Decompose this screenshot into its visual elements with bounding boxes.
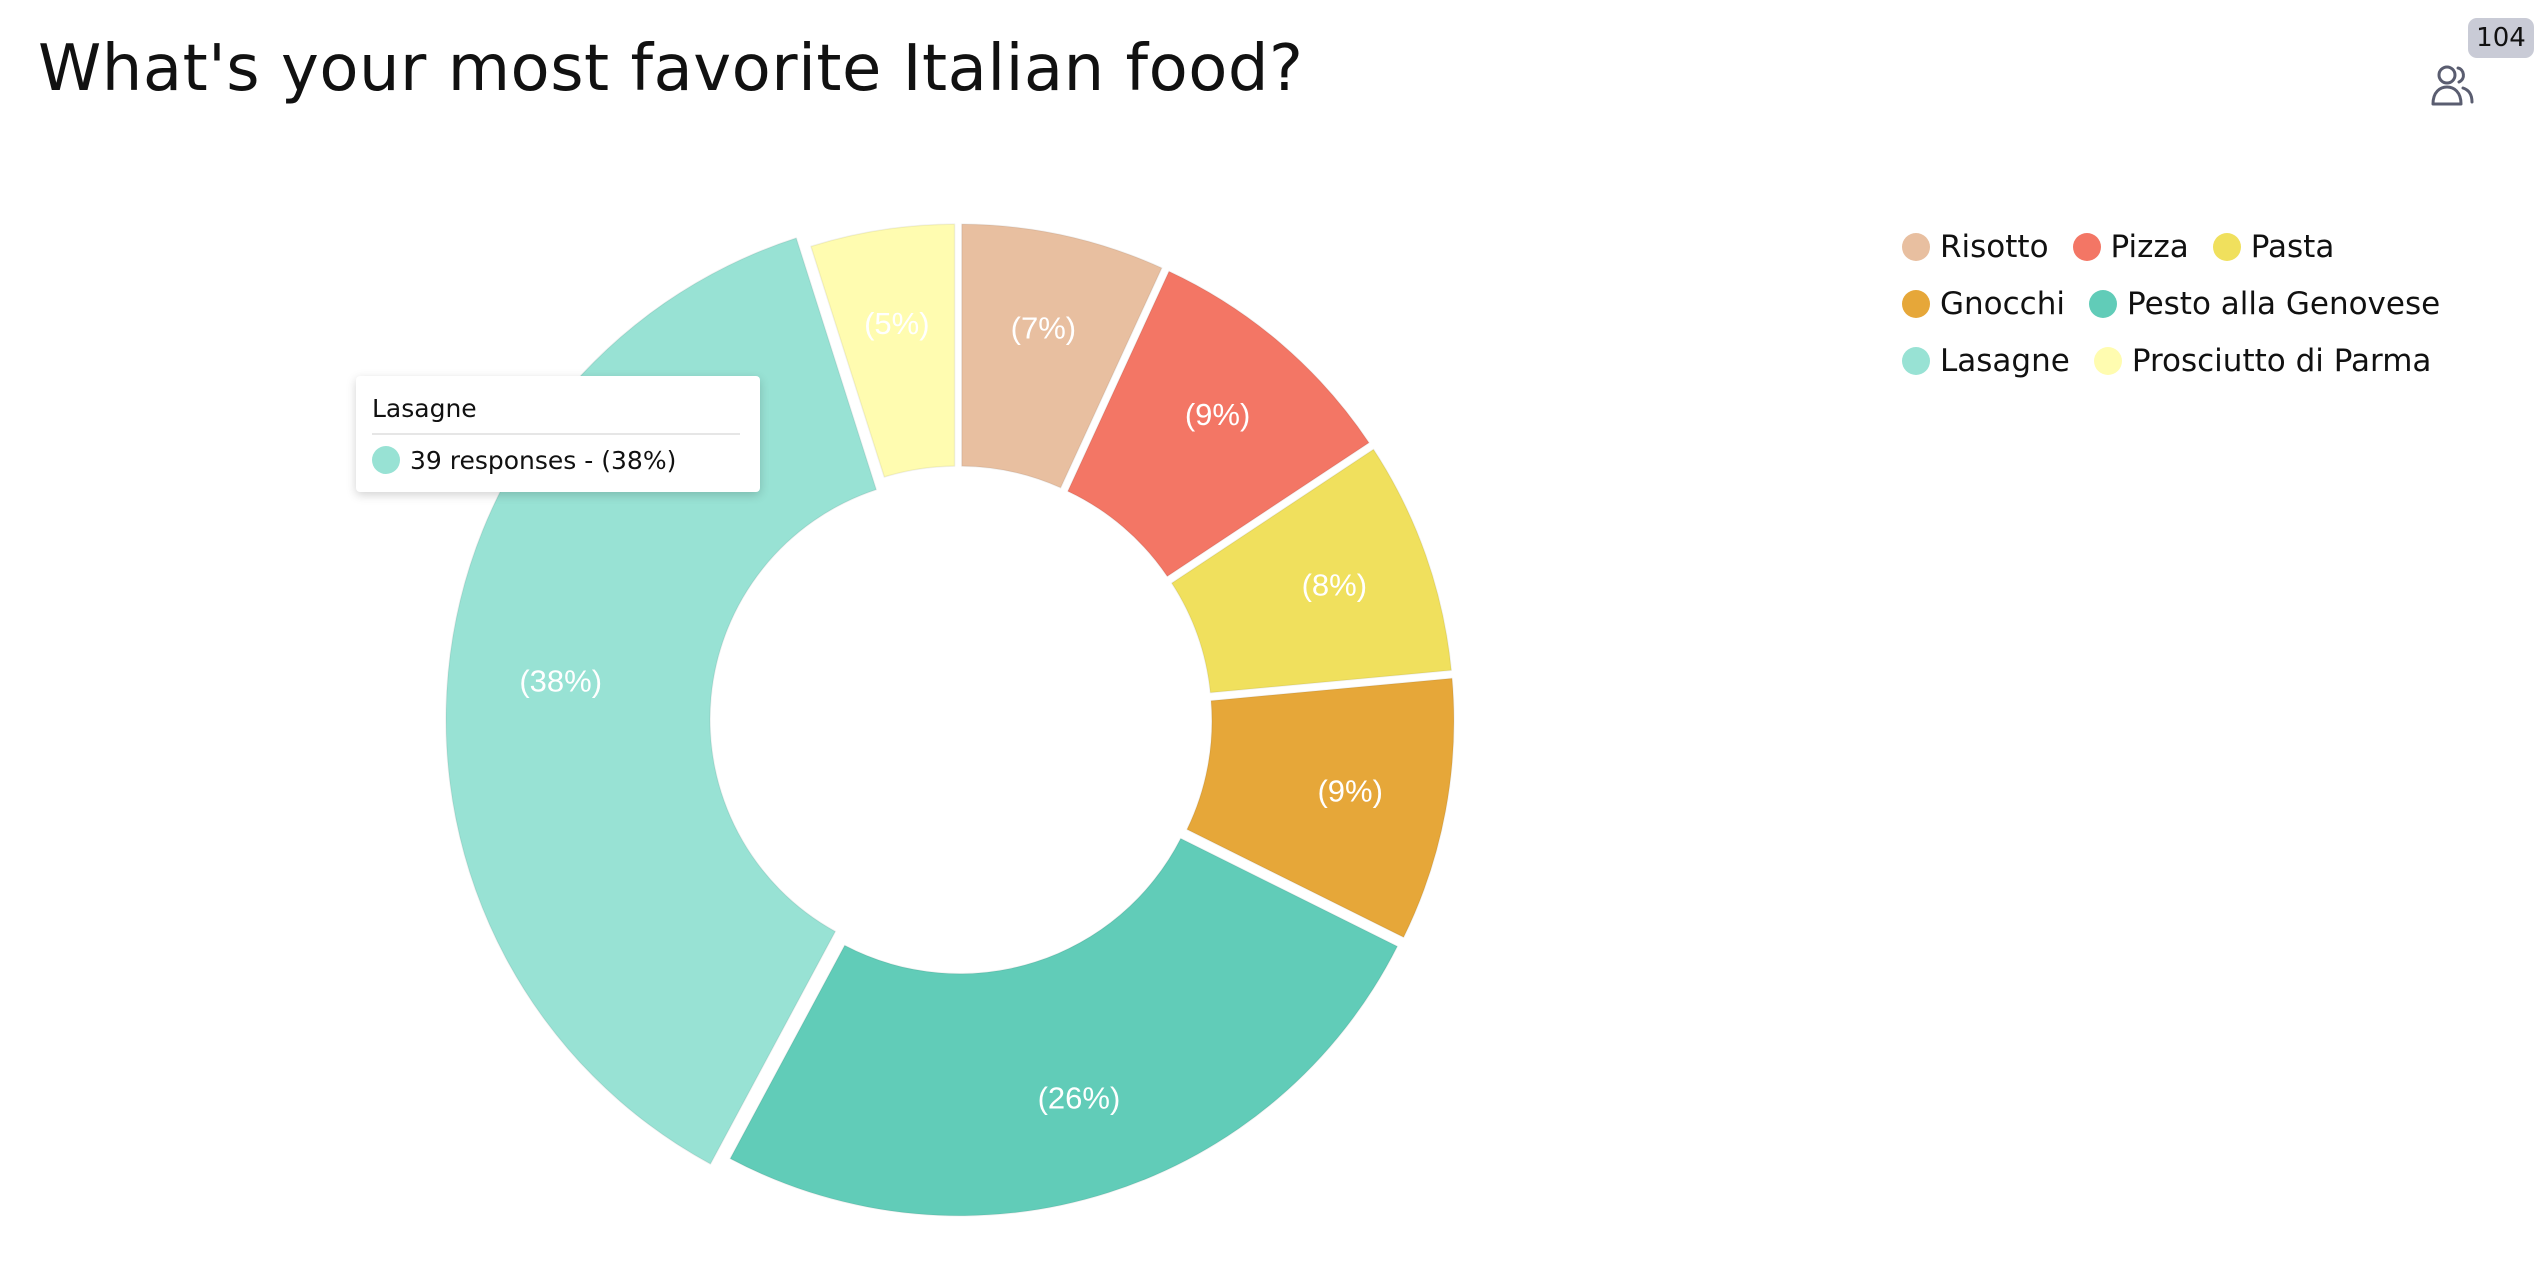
legend-item-pizza[interactable]: Pizza [2072, 228, 2189, 265]
slice-prosciutto-di-parma[interactable] [810, 223, 956, 478]
legend-item-pasta[interactable]: Pasta [2212, 228, 2335, 265]
slice-label-gnocchi: (9%) [1317, 774, 1382, 809]
legend-item-gnocchi[interactable]: Gnocchi [1902, 286, 2065, 322]
legend-swatch [2212, 232, 2241, 261]
legend-swatch [2088, 289, 2117, 318]
chart-legend: Risotto Pizza Pasta Gnocchi Pesto alla Genov… [1902, 218, 2462, 389]
page-title: What's your most favorite Italian food? [38, 32, 1304, 106]
tooltip-divider [372, 433, 740, 435]
tooltip-swatch [372, 446, 400, 474]
slice-label-pasta: (8%) [1302, 568, 1367, 603]
participant-count-badge: 104 [2468, 18, 2534, 58]
slice-risotto[interactable] [961, 223, 1163, 489]
slice-label-lasagne: (38%) [519, 663, 602, 698]
legend-label: Gnocchi [1940, 285, 2065, 322]
slice-label-prosciutto-di-parma: (5%) [864, 306, 929, 341]
legend-swatch [1902, 232, 1930, 261]
legend-label: Pizza [2110, 228, 2189, 265]
legend-label: Pesto alla Genovese [2126, 285, 2441, 322]
legend-row: Gnocchi Pesto alla Genovese [1902, 275, 2462, 332]
legend-label: Pasta [2250, 228, 2335, 265]
legend-swatch [1902, 289, 1930, 318]
legend-row: Risotto Pizza Pasta [1902, 218, 2462, 275]
slice-pesto-alla-genovese[interactable] [729, 837, 1399, 1217]
slice-label-risotto: (7%) [1011, 310, 1076, 345]
legend-label: Prosciutto di Parma [2131, 342, 2432, 379]
legend-swatch [1902, 346, 1930, 375]
participant-count[interactable]: 104 [2420, 18, 2534, 118]
slice-label-pizza: (9%) [1185, 397, 1250, 432]
tooltip-title: Lasagne [372, 394, 477, 423]
legend-swatch [2093, 346, 2122, 375]
slice-gnocchi[interactable] [1186, 677, 1455, 939]
legend-item-prosciutto-di-parma[interactable]: Prosciutto di Parma [2093, 342, 2432, 379]
tooltip-value: 39 responses - (38%) [410, 446, 677, 475]
legend-swatch [2072, 232, 2101, 261]
legend-item-risotto[interactable]: Risotto [1902, 229, 2049, 265]
legend-label: Lasagne [1940, 342, 2070, 379]
slice-pizza[interactable] [1067, 270, 1370, 578]
chart-tooltip: Lasagne 39 responses - (38%) [356, 376, 760, 492]
legend-item-pesto-alla-genovese[interactable]: Pesto alla Genovese [2088, 285, 2441, 322]
legend-item-lasagne[interactable]: Lasagne [1902, 343, 2070, 379]
legend-label: Risotto [1940, 228, 2049, 265]
donut-chart: (7%) (9%) (8%) (9%) (26%) (38%) (5%) [445, 223, 1455, 1217]
slice-label-pesto-alla-genovese: (26%) [1038, 1080, 1121, 1115]
legend-row: Lasagne Prosciutto di Parma [1902, 332, 2462, 389]
slice-pasta[interactable] [1171, 448, 1453, 694]
users-icon [2431, 65, 2474, 106]
